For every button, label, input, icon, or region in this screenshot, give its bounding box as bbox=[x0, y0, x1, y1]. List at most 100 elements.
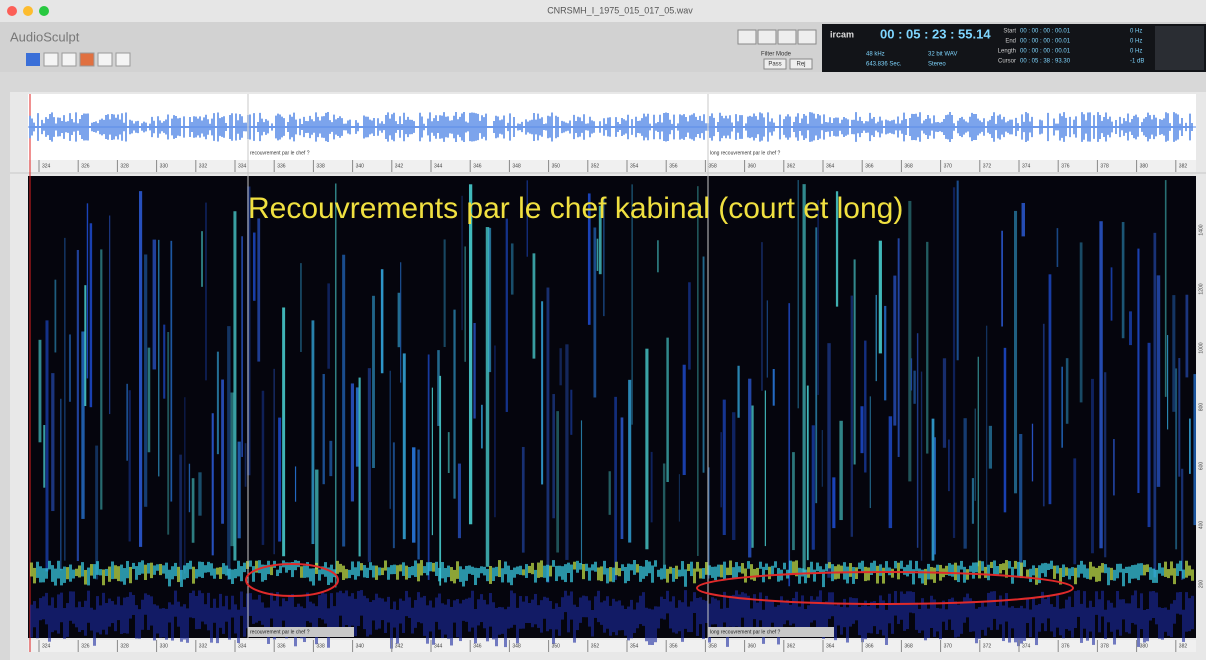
low-band bbox=[438, 567, 441, 582]
noise-floor bbox=[567, 595, 570, 633]
forward-button[interactable] bbox=[797, 29, 817, 45]
spectral-stripe bbox=[367, 368, 371, 562]
noise-floor bbox=[945, 609, 948, 631]
tool-listen[interactable] bbox=[115, 52, 131, 67]
low-band bbox=[372, 565, 375, 578]
spectral-stripe bbox=[315, 469, 319, 570]
spectral-stripe bbox=[596, 238, 599, 271]
zoom-button[interactable] bbox=[39, 6, 49, 16]
low-band bbox=[120, 564, 123, 582]
noise-floor bbox=[492, 602, 495, 640]
noise-floor bbox=[57, 594, 60, 634]
low-band bbox=[648, 561, 651, 574]
tool-select[interactable] bbox=[43, 52, 59, 67]
spectral-stripe bbox=[481, 404, 483, 449]
noise-floor bbox=[864, 600, 867, 640]
low-band bbox=[48, 560, 51, 570]
spectral-stripe bbox=[1193, 374, 1196, 526]
low-band bbox=[684, 569, 687, 587]
low-band bbox=[1068, 568, 1071, 580]
spectral-stripe bbox=[128, 390, 131, 542]
noise-floor bbox=[1143, 609, 1146, 643]
low-band bbox=[339, 563, 342, 573]
low-band bbox=[873, 560, 876, 572]
low-band bbox=[567, 562, 570, 574]
tool-filter[interactable] bbox=[97, 52, 113, 67]
noise-floor bbox=[351, 593, 354, 626]
low-band bbox=[999, 563, 1002, 574]
time-tick-label: 334 bbox=[238, 643, 247, 649]
low-band bbox=[369, 562, 372, 571]
spectral-stripe bbox=[697, 186, 699, 556]
spectral-stripe bbox=[86, 203, 89, 379]
noise-floor bbox=[99, 605, 102, 635]
time-tick-label: 350 bbox=[552, 643, 561, 649]
low-band bbox=[909, 560, 912, 574]
noise-floor bbox=[957, 604, 960, 637]
low-band bbox=[729, 560, 732, 576]
low-band bbox=[423, 566, 426, 574]
low-band bbox=[249, 560, 252, 567]
spectral-stripe bbox=[453, 309, 456, 499]
tool-arrow[interactable] bbox=[26, 53, 40, 66]
pass-button[interactable] bbox=[763, 58, 787, 70]
noise-floor bbox=[186, 608, 189, 643]
low-band bbox=[1020, 562, 1023, 579]
noise-floor bbox=[825, 601, 828, 629]
low-band bbox=[576, 560, 579, 573]
time-tick-label: 326 bbox=[81, 643, 90, 649]
noise-floor bbox=[216, 607, 219, 644]
play-button[interactable] bbox=[757, 29, 777, 45]
noise-floor bbox=[855, 598, 858, 621]
spectral-stripe bbox=[657, 240, 659, 273]
low-band bbox=[360, 563, 363, 571]
minimize-button[interactable] bbox=[23, 6, 33, 16]
low-band bbox=[882, 567, 885, 584]
noise-floor bbox=[1020, 605, 1023, 644]
low-band bbox=[1101, 563, 1104, 573]
noise-floor bbox=[1191, 595, 1194, 630]
noise-floor bbox=[147, 594, 150, 630]
noise-floor bbox=[1002, 605, 1005, 642]
low-band bbox=[453, 569, 456, 584]
noise-floor bbox=[867, 606, 870, 633]
low-band bbox=[933, 567, 936, 583]
spectral-stripe bbox=[227, 326, 231, 580]
noise-floor bbox=[1089, 600, 1092, 632]
noise-floor bbox=[360, 590, 363, 616]
low-band bbox=[525, 564, 528, 578]
low-band bbox=[1035, 568, 1038, 585]
low-band bbox=[693, 568, 696, 584]
noise-floor bbox=[93, 609, 96, 646]
time-tick-label: 344 bbox=[434, 643, 443, 649]
noise-floor bbox=[60, 592, 63, 623]
low-band bbox=[363, 565, 366, 578]
tool-brush[interactable] bbox=[79, 52, 95, 67]
close-button[interactable] bbox=[7, 6, 17, 16]
spectral-stripe bbox=[109, 215, 111, 415]
noise-floor bbox=[843, 598, 846, 628]
low-band bbox=[849, 563, 852, 577]
low-band bbox=[513, 567, 516, 578]
low-band bbox=[105, 568, 108, 576]
spectral-stripe bbox=[45, 320, 49, 572]
low-band bbox=[441, 562, 444, 579]
reject-button[interactable] bbox=[789, 58, 813, 70]
low-band bbox=[1131, 565, 1134, 579]
tool-pencil[interactable] bbox=[61, 52, 77, 67]
noise-floor bbox=[588, 600, 591, 627]
low-band bbox=[1032, 565, 1035, 576]
freq-tick-label: 1200 bbox=[1198, 283, 1204, 294]
rewind-button[interactable] bbox=[737, 29, 757, 45]
loop-button[interactable] bbox=[777, 29, 797, 45]
noise-floor bbox=[429, 600, 432, 632]
noise-floor bbox=[897, 603, 900, 624]
spectral-stripe bbox=[541, 301, 544, 485]
spectral-stripe bbox=[788, 303, 791, 587]
freq-tick-label: 1400 bbox=[1198, 224, 1204, 235]
low-band bbox=[615, 561, 618, 576]
logo: ircam bbox=[830, 29, 854, 39]
selection-label: Length bbox=[998, 49, 1016, 55]
low-band bbox=[540, 560, 543, 578]
spectral-stripe bbox=[510, 243, 514, 295]
